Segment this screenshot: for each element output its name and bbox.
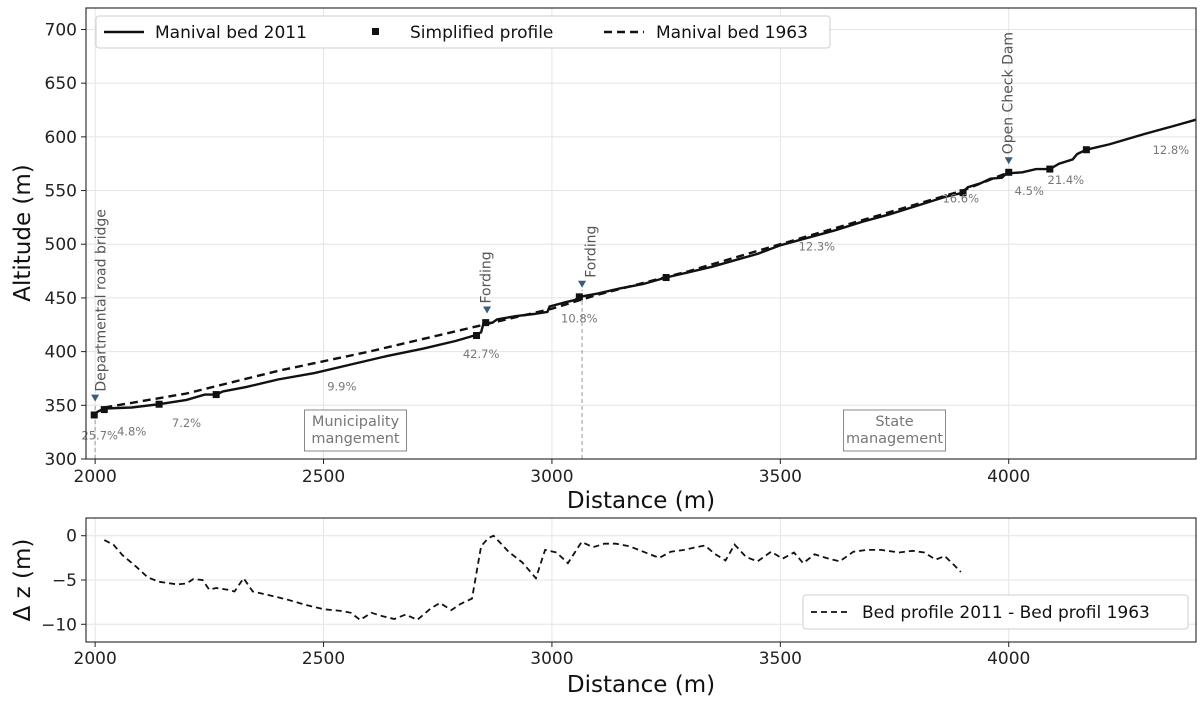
x-tick-label: 4000 bbox=[987, 467, 1030, 487]
y-tick-label: 550 bbox=[45, 182, 77, 202]
y-tick-label: 650 bbox=[45, 74, 77, 94]
legend-square-marker bbox=[372, 28, 379, 35]
legend-label-difference: Bed profile 2011 - Bed profil 1963 bbox=[862, 603, 1150, 623]
y-tick-label: 350 bbox=[45, 396, 77, 416]
slope-label: 4.8% bbox=[117, 424, 146, 438]
plot-frame bbox=[85, 7, 1197, 460]
x-tick-label: 2000 bbox=[74, 649, 117, 669]
management-label: management bbox=[846, 431, 943, 447]
management-box bbox=[304, 409, 408, 452]
slope-label: 4.5% bbox=[1015, 184, 1044, 198]
structure-label: Fording bbox=[479, 251, 495, 303]
series-line-difference bbox=[103, 534, 962, 621]
legend-box bbox=[95, 15, 831, 49]
simplified-profile-marker bbox=[662, 274, 670, 282]
elevation-difference-panel: 2000 2500 3000 3500 4000−10−50 Distance (m) … bbox=[10, 517, 1197, 698]
slope-label: 12.3% bbox=[799, 240, 836, 254]
structure-arrow-marker bbox=[91, 394, 100, 402]
slope-label: 42.7% bbox=[463, 347, 500, 361]
x-axis-label: Distance (m) bbox=[567, 488, 715, 514]
y-tick-label: 300 bbox=[45, 450, 77, 470]
y-tick-label: 700 bbox=[45, 20, 77, 40]
structure-arrow-marker bbox=[1004, 157, 1013, 165]
management-label: mangement bbox=[311, 431, 400, 447]
x-tick-label: 3500 bbox=[759, 649, 802, 669]
legend-label-simplified: Simplified profile bbox=[410, 23, 553, 43]
simplified-profile-marker bbox=[473, 332, 481, 340]
simplified-profile-marker bbox=[155, 400, 163, 408]
slope-label: 21.4% bbox=[1048, 173, 1085, 187]
structure-label: Departmental road bridge bbox=[94, 209, 110, 392]
simplified-profile-marker bbox=[1005, 168, 1013, 176]
legend-label-bed-1963: Manival bed 1963 bbox=[656, 23, 808, 43]
y-tick-label: 600 bbox=[45, 128, 77, 148]
x-tick-label: 3000 bbox=[530, 467, 573, 487]
slope-label: 12.8% bbox=[1153, 143, 1190, 157]
x-tick-label: 3000 bbox=[530, 649, 573, 669]
x-tick-label: 3500 bbox=[759, 467, 802, 487]
simplified-profile-marker bbox=[1082, 146, 1090, 154]
legend: Bed profile 2011 - Bed profil 1963 bbox=[802, 594, 1189, 630]
structure-arrow-marker bbox=[483, 306, 492, 314]
x-axis-label: Distance (m) bbox=[567, 672, 715, 698]
x-tick-label: 2500 bbox=[302, 467, 345, 487]
y-axis-label: Altitude (m) bbox=[10, 164, 36, 302]
structure-label: Open Check Dam bbox=[1000, 32, 1016, 154]
management-label: Municipality bbox=[312, 414, 400, 430]
x-tick-label: 2000 bbox=[74, 467, 117, 487]
y-tick-label: −10 bbox=[41, 615, 77, 635]
series-line-bed-2011 bbox=[93, 118, 1197, 417]
y-axis-label: Δ z (m) bbox=[10, 539, 36, 622]
simplified-profile-marker bbox=[482, 319, 490, 327]
management-label: State bbox=[875, 414, 913, 430]
simplified-profile-marker bbox=[1046, 165, 1054, 173]
y-tick-label: 500 bbox=[45, 235, 77, 255]
simplified-profile-marker bbox=[100, 406, 108, 414]
x-tick-label: 2500 bbox=[302, 649, 345, 669]
series-line-bed-1963 bbox=[104, 171, 1010, 409]
y-tick-label: 400 bbox=[45, 343, 77, 363]
legend-box bbox=[802, 594, 1189, 630]
management-box bbox=[843, 409, 947, 452]
slope-label: 25.7% bbox=[81, 429, 118, 443]
structure-arrow-marker bbox=[578, 280, 587, 288]
y-tick-label: 0 bbox=[66, 527, 77, 547]
simplified-profile-marker bbox=[212, 391, 220, 399]
legend-label-bed-2011: Manival bed 2011 bbox=[155, 23, 307, 43]
y-tick-label: −5 bbox=[52, 571, 77, 591]
y-tick-label: 450 bbox=[45, 289, 77, 309]
simplified-profile-marker bbox=[959, 189, 967, 197]
simplified-profile-marker bbox=[575, 293, 583, 301]
x-tick-label: 4000 bbox=[987, 649, 1030, 669]
slope-label: 9.9% bbox=[327, 379, 356, 393]
legend: Manival bed 2011 Simplified profile Mani… bbox=[95, 15, 831, 49]
slope-label: 10.8% bbox=[561, 312, 598, 326]
slope-label: 16.6% bbox=[942, 191, 979, 205]
slope-label: 7.2% bbox=[172, 416, 201, 430]
simplified-profile-marker bbox=[90, 411, 98, 419]
structure-label: Fording bbox=[584, 226, 600, 278]
